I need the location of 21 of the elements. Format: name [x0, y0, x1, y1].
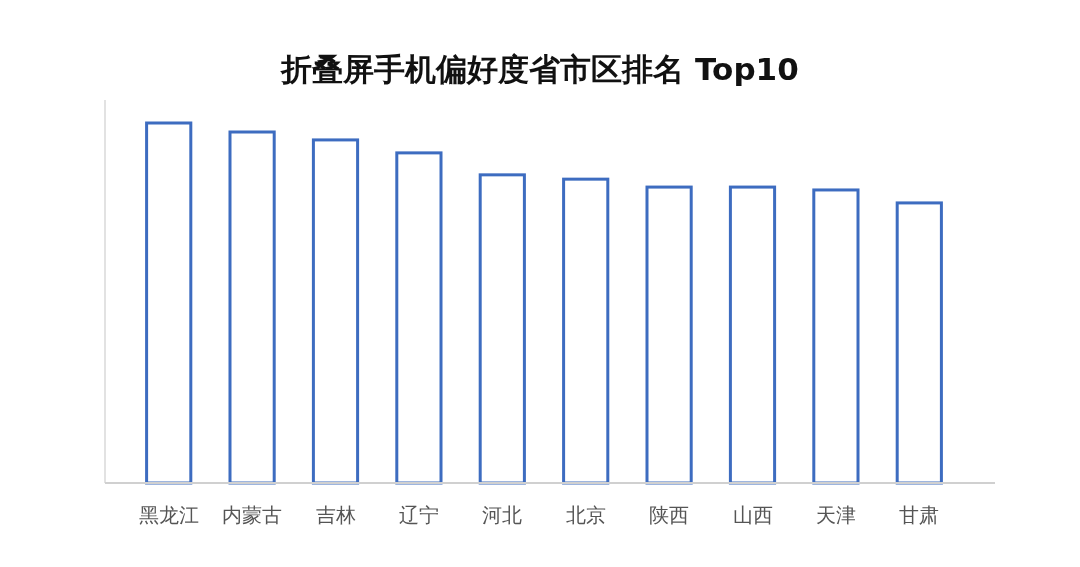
- bar: [228, 130, 276, 485]
- bar: [812, 188, 860, 485]
- bar: [645, 185, 693, 485]
- bar: [311, 138, 360, 485]
- bar: [478, 173, 526, 485]
- x-tick-label: 吉林: [315, 503, 356, 527]
- bar: [728, 185, 777, 485]
- chart-title: 折叠屏手机偏好度省市区排名 Top10: [280, 51, 799, 87]
- x-tick-label: 黑龙江: [138, 503, 199, 527]
- bar: [562, 177, 610, 485]
- x-tick-label: 陕西: [649, 503, 690, 527]
- bar: [145, 121, 193, 485]
- x-tick-label: 山西: [732, 503, 773, 527]
- x-tick-label: 北京: [565, 503, 606, 527]
- x-tick-label: 河北: [482, 503, 523, 527]
- bar: [895, 201, 943, 485]
- x-tick-label: 天津: [815, 503, 856, 527]
- x-tick-label: 内蒙古: [222, 503, 283, 527]
- x-tick-label: 甘肃: [899, 503, 940, 527]
- bar: [395, 151, 443, 485]
- x-tick-label: 辽宁: [398, 503, 439, 527]
